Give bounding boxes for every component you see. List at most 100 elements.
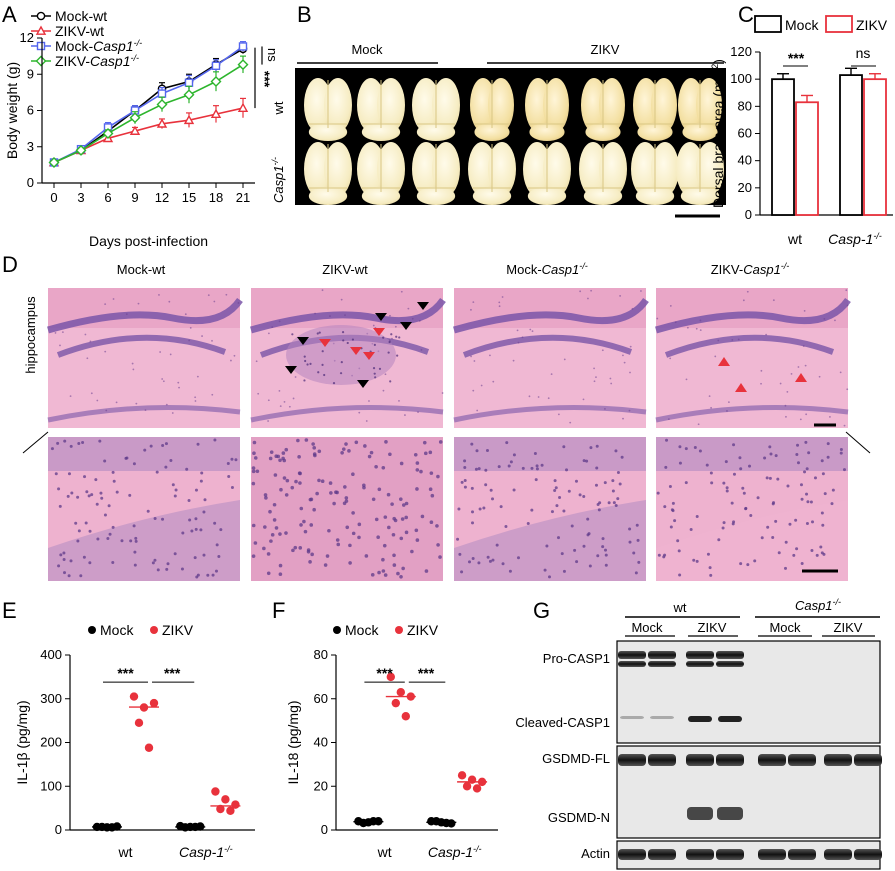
legend-a-label: Mock-wt <box>55 8 107 24</box>
cell-nucleus <box>498 305 501 308</box>
cell-nucleus <box>381 569 386 573</box>
brain-hemisphere-right <box>599 142 627 196</box>
plot-e: 0 100 200 300 400 IL-1β (pg/mg) *** *** wt Casp-1… <box>14 647 255 860</box>
cell-nucleus <box>818 375 821 378</box>
cell-nucleus <box>381 465 386 470</box>
cell-nucleus <box>710 406 712 409</box>
cell-nucleus <box>327 528 331 533</box>
black-arrowhead <box>285 366 297 374</box>
data-point-a <box>156 98 168 110</box>
brain-hemisphere-right <box>651 78 677 132</box>
cell-nucleus <box>516 329 519 332</box>
cell-nucleus <box>343 485 347 489</box>
data-point-a <box>183 89 195 101</box>
cell-nucleus <box>601 537 605 541</box>
cell-nucleus <box>99 491 103 495</box>
cell-nucleus <box>763 456 767 460</box>
cell-nucleus <box>706 552 710 556</box>
cell-nucleus <box>340 450 344 455</box>
cell-nucleus <box>732 472 736 476</box>
legend-a-marker <box>35 55 47 67</box>
data-point-f <box>472 784 482 793</box>
x-tick-label-a: 12 <box>155 190 169 205</box>
cell-nucleus <box>826 455 830 459</box>
cell-nucleus <box>132 368 135 371</box>
x-tick-label-a: 18 <box>209 190 223 205</box>
cell-nucleus <box>159 351 162 353</box>
cell-nucleus <box>785 415 787 418</box>
cell-nucleus <box>264 496 268 500</box>
cell-nucleus <box>263 493 268 497</box>
cell-nucleus <box>211 573 215 577</box>
cell-nucleus <box>620 455 624 459</box>
data-point-a <box>157 89 167 98</box>
cell-nucleus <box>547 397 550 400</box>
infiltrating-cell <box>373 372 376 375</box>
legend-a-label-sup: -/- <box>130 53 139 63</box>
data-point-a <box>75 144 87 156</box>
cell-nucleus <box>669 357 672 360</box>
cell-nucleus <box>739 562 743 566</box>
cell-nucleus <box>358 411 361 414</box>
cell-nucleus <box>362 483 366 488</box>
brain-hemisphere-right <box>324 78 352 132</box>
cell-nucleus <box>429 520 434 524</box>
blot-sub-1: Mock <box>631 620 663 635</box>
cell-nucleus <box>177 381 180 384</box>
cell-nucleus <box>253 456 258 460</box>
cell-nucleus <box>794 518 798 522</box>
cell-nucleus <box>805 492 809 496</box>
data-point-f <box>396 687 405 697</box>
cell-nucleus <box>278 320 281 323</box>
brain-hemisphere-left <box>523 142 551 196</box>
cell-nucleus <box>367 454 372 459</box>
brain-cerebellum <box>635 187 675 205</box>
cell-nucleus <box>194 488 198 492</box>
blot-label-gsdmd-n: GSDMD-N <box>548 810 610 825</box>
cell-nucleus <box>556 536 560 540</box>
cell-nucleus <box>693 446 697 450</box>
cell-nucleus <box>59 553 63 557</box>
cell-nucleus <box>803 309 806 312</box>
cell-nucleus <box>726 410 728 412</box>
cell-nucleus <box>411 317 414 320</box>
cell-nucleus <box>108 532 112 536</box>
cell-nucleus <box>784 404 787 407</box>
cell-nucleus <box>257 392 260 395</box>
brain-cerebellum <box>527 187 567 205</box>
cell-nucleus <box>820 459 824 463</box>
cell-nucleus <box>214 569 218 573</box>
cell-nucleus <box>54 332 57 334</box>
column-title-3: Mock-Casp1-/- <box>506 261 587 277</box>
cell-nucleus <box>161 443 165 447</box>
cell-nucleus <box>603 481 607 485</box>
cell-nucleus <box>495 543 499 547</box>
cell-nucleus <box>619 295 622 297</box>
cell-nucleus <box>104 350 107 353</box>
cell-nucleus <box>463 485 467 489</box>
cell-nucleus <box>722 481 726 485</box>
data-point-a <box>210 76 222 87</box>
cell-nucleus <box>739 467 743 471</box>
cell-nucleus <box>717 538 721 542</box>
infiltrating-cell <box>396 354 399 357</box>
cell-nucleus <box>312 507 316 512</box>
cell-nucleus <box>292 397 295 400</box>
cell-nucleus <box>463 465 467 469</box>
cell-nucleus <box>470 510 474 514</box>
brain-hemisphere-left <box>579 142 607 196</box>
cell-nucleus <box>428 487 433 492</box>
red-arrowhead <box>350 347 362 355</box>
cell-nucleus <box>336 542 341 547</box>
cell-nucleus <box>776 477 780 481</box>
cell-nucleus <box>88 529 92 533</box>
brain-cerebellum <box>416 123 456 141</box>
cell-nucleus <box>418 320 421 322</box>
pyramidal-layer <box>664 334 835 358</box>
infiltrating-cell <box>317 371 320 374</box>
band-cleaved-casp1 <box>620 716 644 719</box>
cell-nucleus <box>94 478 98 482</box>
y-tick-label-a: 3 <box>27 139 34 154</box>
band-actin <box>854 849 882 860</box>
cell-nucleus <box>665 438 669 442</box>
